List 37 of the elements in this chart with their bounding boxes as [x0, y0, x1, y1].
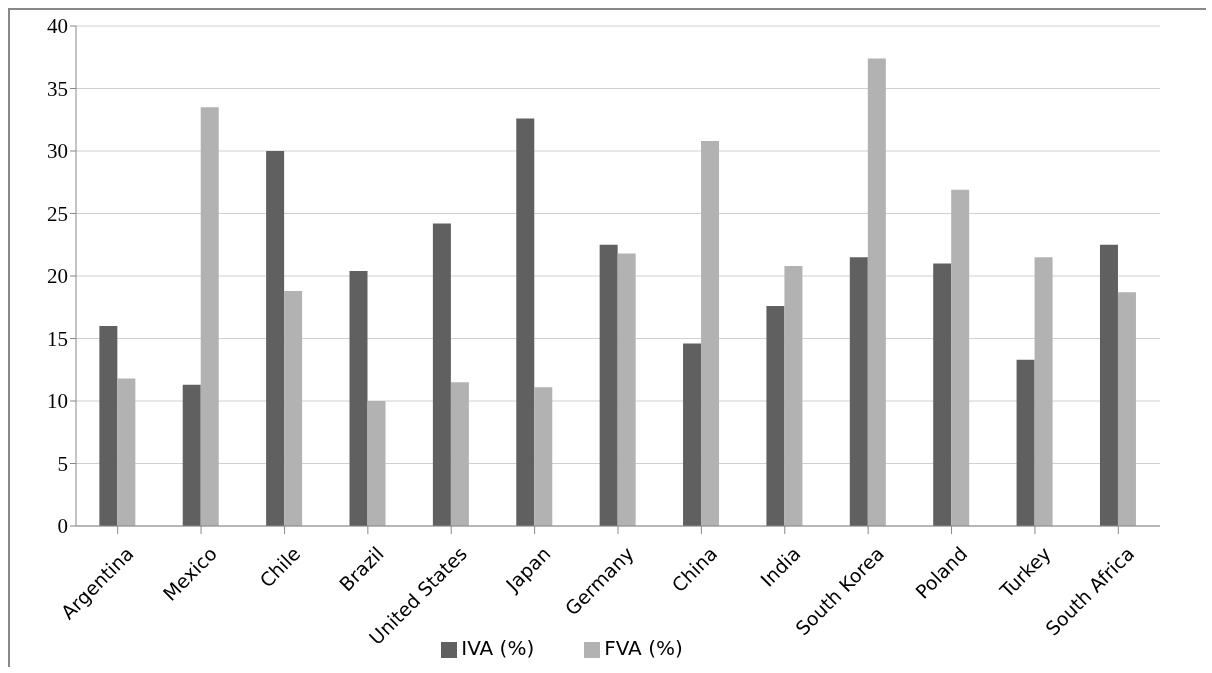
legend-label: IVA (%)	[461, 636, 535, 660]
bar	[599, 244, 618, 526]
bar	[516, 118, 535, 526]
bar	[284, 291, 303, 526]
bar	[432, 223, 451, 526]
bar	[1099, 244, 1118, 526]
bar	[534, 387, 553, 526]
y-tick-label: 15	[47, 326, 68, 351]
bar	[766, 306, 785, 526]
bar	[1034, 257, 1053, 526]
legend-label: FVA (%)	[604, 636, 683, 660]
bar	[951, 189, 970, 526]
bar	[266, 151, 285, 526]
y-tick-label: 10	[47, 389, 68, 414]
bar	[933, 263, 952, 526]
y-tick-label: 25	[47, 201, 68, 226]
bar	[367, 401, 386, 526]
bar	[99, 326, 118, 526]
bar	[617, 253, 636, 526]
bar	[683, 343, 702, 526]
bar	[182, 384, 201, 526]
y-tick-label: 40	[47, 14, 68, 39]
bar	[701, 141, 720, 526]
y-tick-label: 0	[57, 514, 68, 539]
bar	[200, 107, 219, 526]
bar	[1117, 292, 1136, 526]
bar	[1016, 359, 1035, 526]
y-tick-label: 5	[57, 451, 68, 476]
bar	[349, 271, 368, 526]
y-tick-label: 20	[47, 264, 68, 289]
bar	[784, 266, 803, 526]
bar	[450, 382, 469, 526]
y-tick-label: 30	[47, 139, 68, 164]
bar	[849, 257, 868, 526]
bar	[117, 378, 136, 526]
y-tick-label: 35	[47, 76, 68, 101]
bar	[867, 58, 886, 526]
